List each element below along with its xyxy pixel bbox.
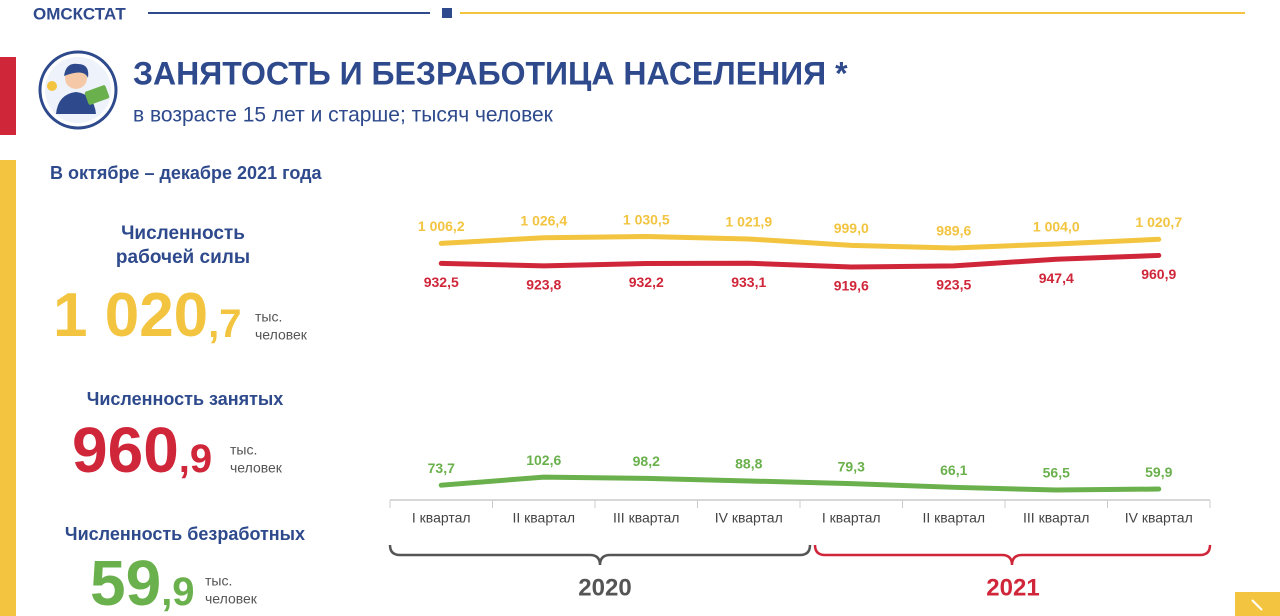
value-label: 79,3 <box>838 458 865 474</box>
value-label: 59,9 <box>1145 464 1172 480</box>
summary-number: 59,9 <box>90 547 195 616</box>
x-tick-label: IV квартал <box>1125 510 1193 526</box>
series-line <box>438 234 1162 251</box>
summary-label: Численность безработных <box>65 524 305 544</box>
unit: тыс. <box>230 442 257 458</box>
value-label: 1 004,0 <box>1033 219 1080 235</box>
value-label: 933,1 <box>731 274 766 290</box>
value-label: 999,0 <box>834 220 869 236</box>
decimal: ,9 <box>179 437 212 481</box>
value-label: 1 026,4 <box>520 212 567 228</box>
group-label: 2021 <box>986 574 1039 601</box>
value-label: 960,9 <box>1141 266 1176 282</box>
unit: человек <box>230 460 283 476</box>
decimal: ,9 <box>161 570 194 614</box>
icon <box>38 50 118 130</box>
summary-label: Численность занятых <box>87 389 284 409</box>
brace <box>388 544 812 566</box>
integer: 1 020 <box>53 281 208 350</box>
rule-square <box>442 8 452 18</box>
group-label: 2020 <box>578 574 631 601</box>
x-tick-label: IV квартал <box>715 510 783 526</box>
integer: 960 <box>72 414 179 486</box>
value-label: 932,5 <box>424 274 459 290</box>
brace <box>813 544 1212 566</box>
title: ЗАНЯТОСТЬ И БЕЗРАБОТИЦА НАСЕЛЕНИЯ * <box>133 55 848 91</box>
value-label: 1 020,7 <box>1135 214 1182 230</box>
value-label: 102,6 <box>526 452 561 468</box>
accent-bar <box>0 160 16 616</box>
period: В октябре – декабре 2021 года <box>50 163 323 183</box>
unit: тыс. <box>255 309 282 325</box>
unit: человек <box>205 591 258 607</box>
summary-item: Численность рабочей силы 1 020,7 тыс. че… <box>53 223 308 350</box>
summary-label: рабочей силы <box>116 247 250 268</box>
value-label: 1 030,5 <box>623 211 670 227</box>
value-label: 1 021,9 <box>725 214 772 230</box>
summary-label: Численность <box>121 223 245 244</box>
summary-number: 1 020,7 <box>53 281 242 350</box>
integer: 59 <box>90 547 161 616</box>
x-tick-label: I квартал <box>822 510 881 526</box>
series-line <box>438 474 1162 493</box>
value-label: 88,8 <box>735 456 762 472</box>
summary-item: Численность занятых 960,9 тыс. человек <box>72 389 283 486</box>
value-label: 923,5 <box>936 277 971 293</box>
value-label: 932,2 <box>629 274 664 290</box>
value-label: 919,6 <box>834 278 869 294</box>
x-tick-label: II квартал <box>512 510 575 526</box>
unit: тыс. <box>205 573 232 589</box>
unit: человек <box>255 327 308 343</box>
x-tick-label: III квартал <box>1023 510 1089 526</box>
brand: ОМСКСТАТ <box>33 4 126 23</box>
subtitle: в возрасте 15 лет и старше; тысяч челове… <box>133 104 554 127</box>
x-tick-label: II квартал <box>922 510 985 526</box>
value-label: 98,2 <box>633 453 660 469</box>
next-button[interactable] <box>1235 592 1280 616</box>
value-label: 1 006,2 <box>418 218 465 234</box>
x-tick-label: III квартал <box>613 510 679 526</box>
value-label: 989,6 <box>936 223 971 239</box>
summary-number: 960,9 <box>72 414 212 486</box>
decimal: ,7 <box>208 302 241 346</box>
value-label: 66,1 <box>940 462 967 478</box>
x-tick-label: I квартал <box>412 510 471 526</box>
accent-bar <box>0 57 16 135</box>
value-label: 56,5 <box>1043 465 1070 481</box>
series-line <box>438 252 1162 270</box>
summary-item: Численность безработных 59,9 тыс. челове… <box>65 524 305 616</box>
value-label: 947,4 <box>1039 270 1074 286</box>
value-label: 73,7 <box>428 460 455 476</box>
value-label: 923,8 <box>526 277 561 293</box>
